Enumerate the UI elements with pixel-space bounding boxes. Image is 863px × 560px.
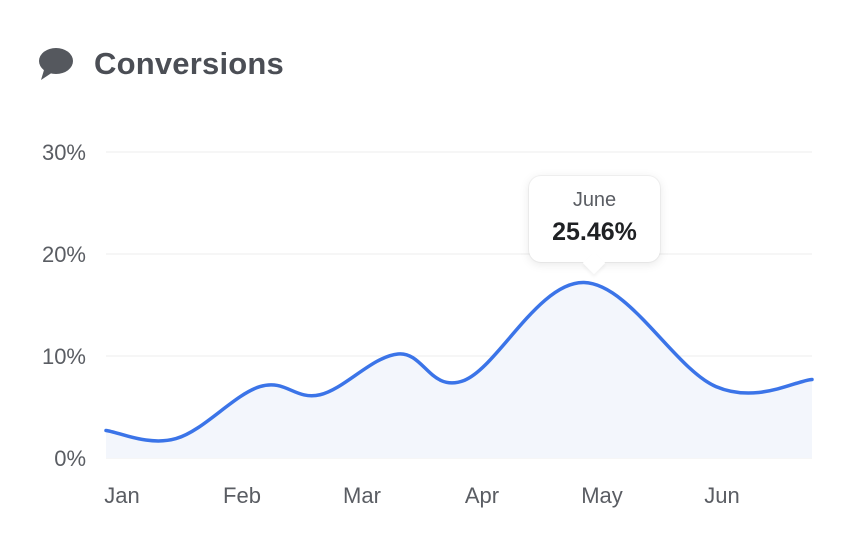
x-tick-label: Jan — [104, 483, 139, 508]
x-tick-label: Jun — [704, 483, 739, 508]
x-tick-label: Feb — [223, 483, 261, 508]
chart-tooltip: June 25.46% — [529, 176, 660, 262]
tooltip-label: June — [572, 189, 617, 211]
x-tick-label: Mar — [343, 483, 381, 508]
y-tick-label: 20% — [42, 242, 86, 267]
y-tick-label: 10% — [42, 344, 86, 369]
card-header: Conversions — [36, 44, 284, 84]
x-axis-ticks: Jan Feb Mar Apr May Jun — [104, 483, 739, 508]
y-tick-label: 0% — [54, 446, 86, 471]
x-tick-label: Apr — [465, 483, 499, 508]
tooltip-value: 25.46% — [552, 218, 637, 246]
x-tick-label: May — [581, 483, 623, 508]
y-axis-ticks: 30% 20% 10% 0% — [42, 140, 86, 471]
speech-bubble-icon — [36, 44, 76, 84]
y-tick-label: 30% — [42, 140, 86, 165]
card-title: Conversions — [94, 46, 284, 81]
series-line — [104, 280, 814, 443]
series-area — [106, 282, 812, 458]
